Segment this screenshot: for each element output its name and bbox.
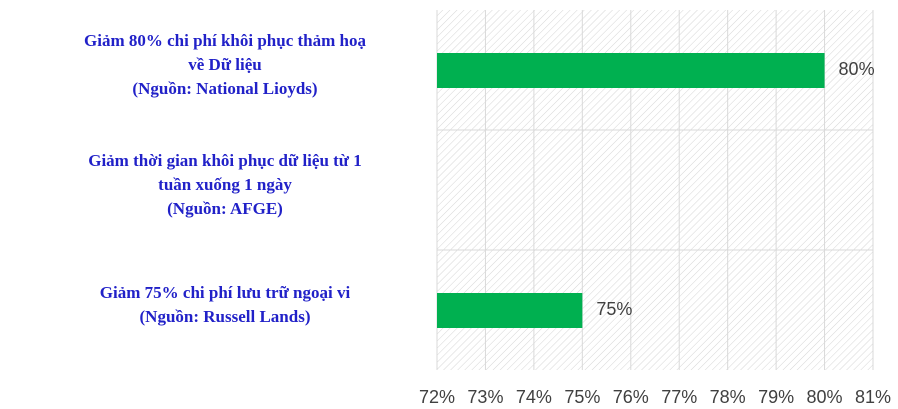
x-tick-label: 79% <box>758 387 794 407</box>
category-label: Giảm thời gian khôi phục dữ liệu từ 1 tuầ… <box>88 151 362 218</box>
category-label: Giảm 80% chi phí khôi phục thảm hoạ về Dữ… <box>84 31 366 98</box>
x-tick-label: 80% <box>807 387 843 407</box>
value-label: 80% <box>839 59 875 79</box>
bar <box>437 53 825 88</box>
x-tick-label: 74% <box>516 387 552 407</box>
x-tick-label: 78% <box>710 387 746 407</box>
x-tick-label: 72% <box>419 387 455 407</box>
value-label: 75% <box>596 299 632 319</box>
category-label: Giảm 75% chi phí lưu trữ ngoại vi (Nguồn:… <box>100 283 351 326</box>
x-tick-label: 73% <box>467 387 503 407</box>
x-tick-label: 81% <box>855 387 891 407</box>
bar <box>437 293 583 328</box>
x-tick-label: 77% <box>661 387 697 407</box>
x-tick-label: 76% <box>613 387 649 407</box>
x-tick-label: 75% <box>564 387 600 407</box>
